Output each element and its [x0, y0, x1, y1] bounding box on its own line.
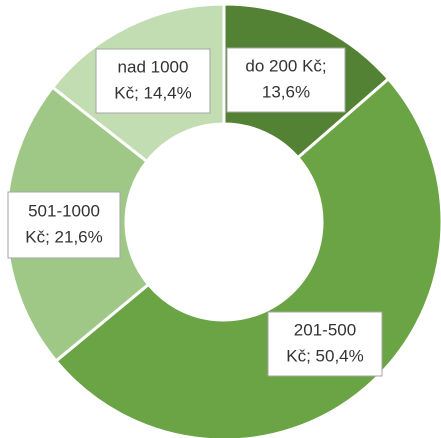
label-box — [95, 48, 211, 114]
label-box — [226, 47, 346, 113]
label-box — [7, 191, 121, 259]
data-label: 501-1000 — [28, 201, 100, 220]
data-label: nad 1000 — [118, 57, 189, 76]
data-label: Kč; 14,4% — [114, 83, 192, 102]
data-label: Kč; 21,6% — [25, 227, 103, 246]
data-label: Kč; 50,4% — [286, 346, 364, 365]
data-label: do 200 Kč; — [245, 56, 326, 75]
data-label: 201-500 — [294, 320, 356, 339]
label-box — [267, 311, 383, 377]
data-label: 13,6% — [262, 82, 310, 101]
